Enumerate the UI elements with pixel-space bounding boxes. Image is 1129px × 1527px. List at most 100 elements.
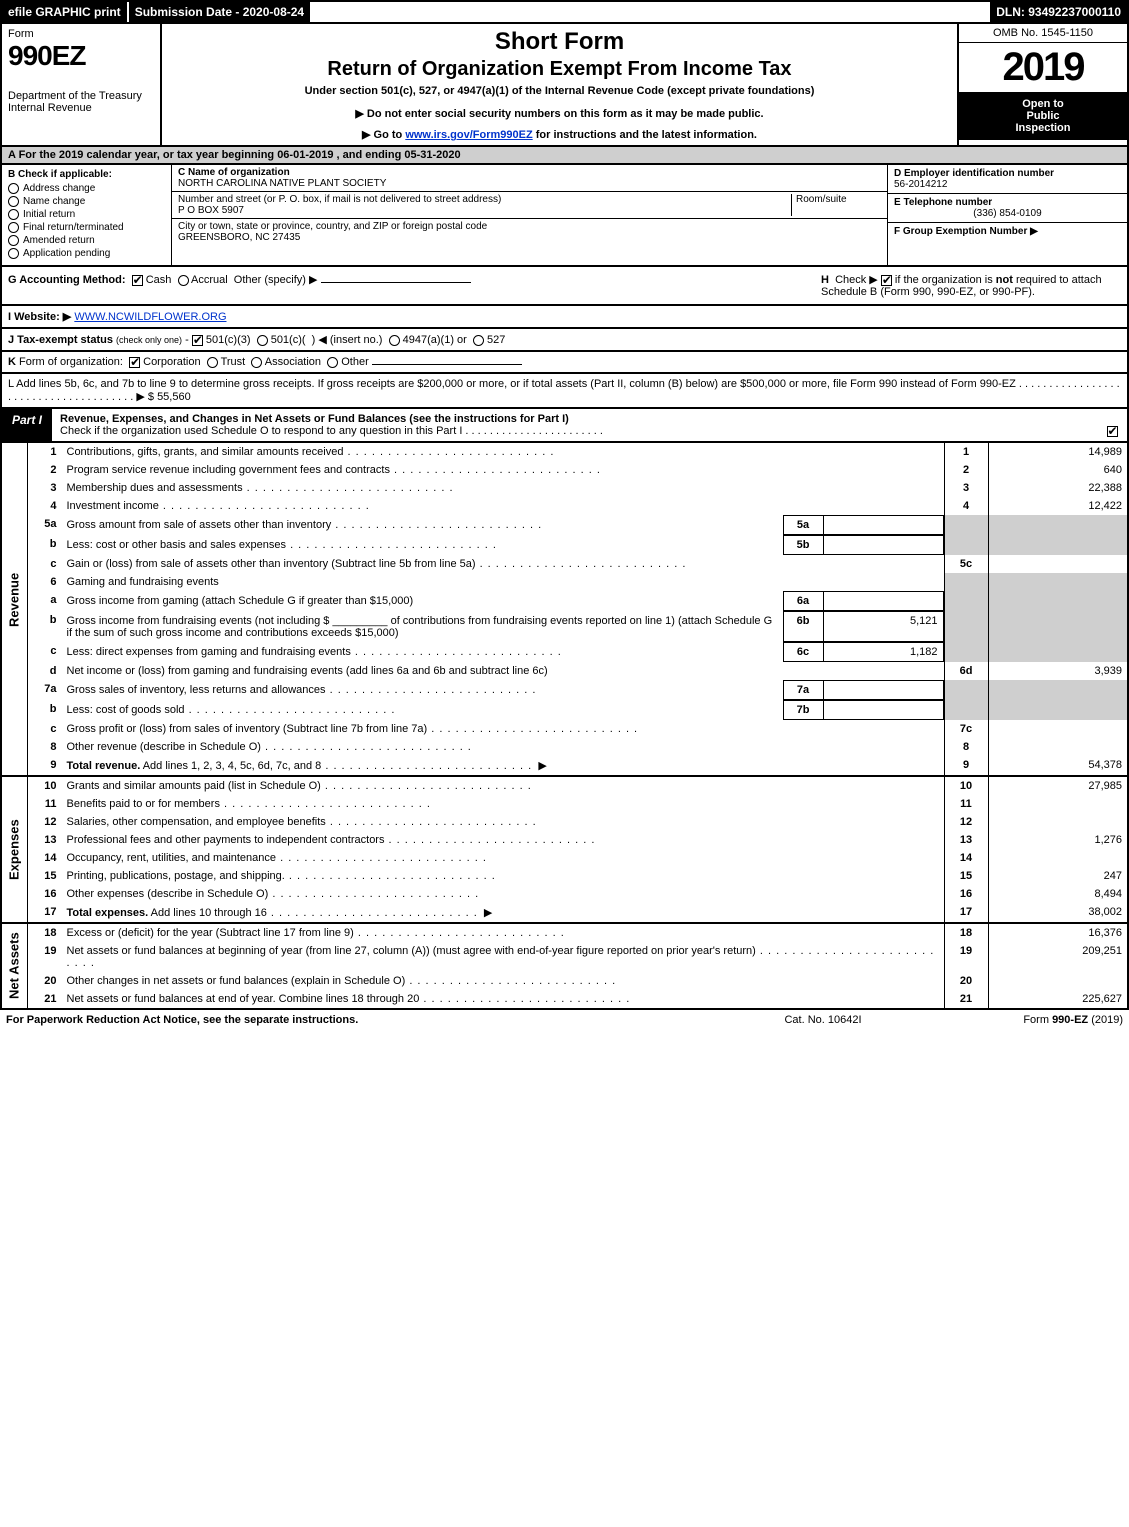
line-14: 14 Occupancy, rent, utilities, and maint… <box>1 849 1128 867</box>
part-i-checkbox[interactable] <box>1097 409 1127 441</box>
chk-cash[interactable] <box>132 275 143 286</box>
ein-block: D Employer identification number 56-2014… <box>888 165 1127 194</box>
g-label: G Accounting Method: <box>8 274 126 286</box>
line-5a: 5a Gross amount from sale of assets othe… <box>1 515 1128 535</box>
chk-501c[interactable] <box>257 335 268 346</box>
other-org-input[interactable] <box>372 364 522 365</box>
website-link[interactable]: WWW.NCWILDFLOWER.ORG <box>74 311 226 323</box>
open-line1: Open to <box>963 98 1123 110</box>
block-bcd: B Check if applicable: Address change Na… <box>0 165 1129 267</box>
goto-line: ▶ Go to www.irs.gov/Form990EZ for instru… <box>168 128 951 141</box>
column-d: D Employer identification number 56-2014… <box>887 165 1127 265</box>
line-3: 3 Membership dues and assessments 3 22,3… <box>1 479 1128 497</box>
chk-application-pending[interactable]: Application pending <box>8 248 165 259</box>
department-label: Department of the Treasury <box>8 90 154 102</box>
efile-label[interactable]: efile GRAPHIC print <box>2 2 127 22</box>
chk-accrual[interactable] <box>178 275 189 286</box>
line-7a: 7a Gross sales of inventory, less return… <box>1 680 1128 700</box>
chk-final-return[interactable]: Final return/terminated <box>8 222 165 233</box>
line-19: 19 Net assets or fund balances at beginn… <box>1 942 1128 972</box>
line-21: 21 Net assets or fund balances at end of… <box>1 990 1128 1009</box>
line-8: 8 Other revenue (describe in Schedule O)… <box>1 738 1128 756</box>
cash-label: Cash <box>146 274 172 286</box>
chk-schedule-b[interactable] <box>881 275 892 286</box>
omb-number: OMB No. 1545-1150 <box>959 24 1127 43</box>
top-bar: efile GRAPHIC print Submission Date - 20… <box>0 0 1129 24</box>
city-value: GREENSBORO, NC 27435 <box>178 232 881 243</box>
line-12: 12 Salaries, other compensation, and emp… <box>1 813 1128 831</box>
line-6d: d Net income or (loss) from gaming and f… <box>1 662 1128 680</box>
phone-value: (336) 854-0109 <box>894 208 1121 219</box>
h-schedule-b: H Check ▶ if the organization is not req… <box>821 273 1121 298</box>
chk-association[interactable] <box>251 357 262 368</box>
dln-label: DLN: 93492237000110 <box>990 2 1127 22</box>
line-5c: c Gain or (loss) from sale of assets oth… <box>1 555 1128 573</box>
group-exemption-label: F Group Exemption Number ▶ <box>894 226 1038 237</box>
column-c: C Name of organization NORTH CAROLINA NA… <box>172 165 887 265</box>
row-l-value: 55,560 <box>157 391 191 403</box>
line-6a: a Gross income from gaming (attach Sched… <box>1 591 1128 611</box>
row-k-org-form: K Form of organization: Corporation Trus… <box>0 352 1129 374</box>
topbar-spacer <box>310 2 990 22</box>
chk-trust[interactable] <box>207 357 218 368</box>
part-i-header: Part I Revenue, Expenses, and Changes in… <box>0 409 1129 443</box>
chk-initial-return[interactable]: Initial return <box>8 209 165 220</box>
ssn-warning: ▶ Do not enter social security numbers o… <box>168 107 951 120</box>
chk-address-change[interactable]: Address change <box>8 183 165 194</box>
website-label: I Website: ▶ <box>8 311 71 323</box>
open-to-public: Open to Public Inspection <box>959 92 1127 140</box>
line-17: 17 Total expenses. Add lines 10 through … <box>1 903 1128 923</box>
phone-block: E Telephone number (336) 854-0109 <box>888 194 1127 223</box>
tax-year: 2019 <box>959 43 1127 92</box>
address-row: Number and street (or P. O. box, if mail… <box>172 192 887 219</box>
header-right: OMB No. 1545-1150 2019 Open to Public In… <box>957 24 1127 145</box>
row-j-tax-exempt: J Tax-exempt status (check only one) - 5… <box>0 329 1129 352</box>
chk-amended-return[interactable]: Amended return <box>8 235 165 246</box>
submission-date: Submission Date - 2020-08-24 <box>127 2 310 22</box>
accrual-label: Accrual <box>191 274 228 286</box>
cat-no: Cat. No. 10642I <box>723 1014 923 1026</box>
chk-name-change[interactable]: Name change <box>8 196 165 207</box>
ein-label: D Employer identification number <box>894 168 1121 179</box>
chk-4947[interactable] <box>389 335 400 346</box>
line-7c: c Gross profit or (loss) from sales of i… <box>1 720 1128 738</box>
subtitle: Under section 501(c), 527, or 4947(a)(1)… <box>168 85 951 97</box>
goto-post: for instructions and the latest informat… <box>536 129 757 141</box>
header-center: Short Form Return of Organization Exempt… <box>162 24 957 145</box>
city-row: City or town, state or province, country… <box>172 219 887 245</box>
line-20: 20 Other changes in net assets or fund b… <box>1 972 1128 990</box>
col-b-header: B Check if applicable: <box>8 169 165 180</box>
open-line3: Inspection <box>963 122 1123 134</box>
other-label: Other (specify) ▶ <box>234 274 318 286</box>
goto-pre: ▶ Go to <box>362 129 405 141</box>
chk-other-org[interactable] <box>327 357 338 368</box>
other-specify-input[interactable] <box>321 282 471 283</box>
org-name-value: NORTH CAROLINA NATIVE PLANT SOCIETY <box>178 178 881 189</box>
short-form-title: Short Form <box>168 28 951 56</box>
group-exemption-block: F Group Exemption Number ▶ <box>888 223 1127 240</box>
org-name-row: C Name of organization NORTH CAROLINA NA… <box>172 165 887 192</box>
header-left: Form 990EZ Department of the Treasury In… <box>2 24 162 145</box>
column-b: B Check if applicable: Address change Na… <box>2 165 172 265</box>
side-expenses: Expenses <box>1 776 28 923</box>
line-6c: c Less: direct expenses from gaming and … <box>1 642 1128 662</box>
lines-table: Revenue 1 Contributions, gifts, grants, … <box>0 443 1129 1010</box>
phone-label: E Telephone number <box>894 197 1121 208</box>
line-6: 6 Gaming and fundraising events <box>1 573 1128 591</box>
line-11: 11 Benefits paid to or for members 11 <box>1 795 1128 813</box>
part-i-tab: Part I <box>2 409 52 441</box>
line-9: 9 Total revenue. Add lines 1, 2, 3, 4, 5… <box>1 756 1128 776</box>
line-18: Net Assets 18 Excess or (deficit) for th… <box>1 923 1128 942</box>
main-title: Return of Organization Exempt From Incom… <box>168 58 951 81</box>
chk-501c3[interactable] <box>192 335 203 346</box>
address-value: P O BOX 5907 <box>178 205 791 216</box>
address-label: Number and street (or P. O. box, if mail… <box>178 194 791 205</box>
chk-527[interactable] <box>473 335 484 346</box>
form-version: Form 990-EZ (2019) <box>923 1014 1123 1026</box>
chk-corporation[interactable] <box>129 357 140 368</box>
irs-link[interactable]: www.irs.gov/Form990EZ <box>405 129 532 141</box>
row-gh: G Accounting Method: Cash Accrual Other … <box>0 267 1129 306</box>
paperwork-notice: For Paperwork Reduction Act Notice, see … <box>6 1014 723 1026</box>
section-a-tax-year: A For the 2019 calendar year, or tax yea… <box>0 147 1129 165</box>
page-footer: For Paperwork Reduction Act Notice, see … <box>0 1010 1129 1030</box>
